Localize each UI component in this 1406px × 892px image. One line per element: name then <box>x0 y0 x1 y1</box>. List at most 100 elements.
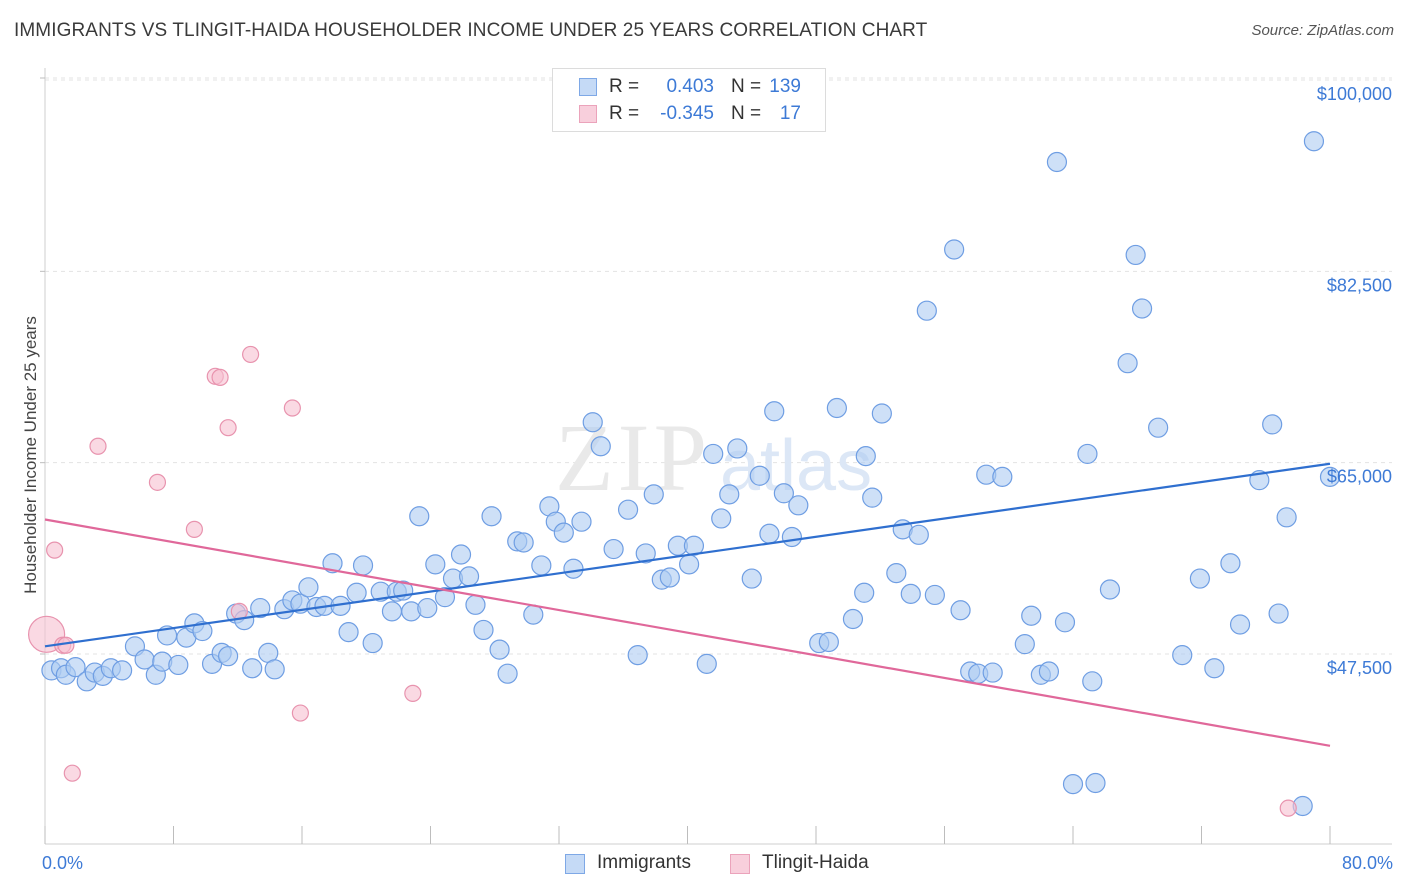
data-point-immigrants <box>1082 671 1103 692</box>
data-point-tlingit-haida <box>242 345 260 364</box>
data-point-immigrants <box>1085 772 1106 794</box>
data-point-immigrants <box>900 583 921 604</box>
data-point-immigrants <box>1099 579 1121 600</box>
data-point-immigrants <box>749 465 770 486</box>
legend-row-immigrants: R = 0.403 N = 139 <box>553 73 825 101</box>
data-point-immigrants <box>788 495 809 516</box>
data-point-immigrants <box>264 659 285 680</box>
data-point-immigrants <box>1148 417 1169 438</box>
data-point-immigrants <box>65 657 86 678</box>
data-point-immigrants <box>862 487 883 508</box>
legend-swatch-blue <box>579 78 597 96</box>
data-point-immigrants <box>1276 507 1297 528</box>
legend-r-value: 0.403 <box>666 76 714 97</box>
data-point-immigrants <box>855 446 876 467</box>
data-point-immigrants <box>497 663 518 684</box>
data-point-immigrants <box>711 508 732 529</box>
correlation-legend: R = 0.403 N = 139 R = -0.345 N = 17 <box>552 68 826 132</box>
legend-r-value: -0.345 <box>660 103 714 124</box>
data-point-immigrants <box>1014 634 1035 655</box>
legend-n-value: 139 <box>769 76 801 97</box>
series-tlingit-haida <box>28 345 1297 817</box>
x-tick-label: 80.0% <box>1342 853 1393 873</box>
grid-lines <box>45 77 1392 655</box>
data-point-tlingit-haida <box>219 419 237 437</box>
data-point-immigrants <box>1117 353 1138 374</box>
legend-r-label: R = <box>609 103 640 124</box>
data-point-immigrants <box>944 239 965 260</box>
data-point-immigrants <box>425 554 446 575</box>
data-point-tlingit-haida <box>185 520 203 538</box>
y-tick-label: $82,500 <box>1327 275 1392 295</box>
data-point-immigrants <box>352 555 374 576</box>
data-point-immigrants <box>842 608 864 630</box>
data-point-immigrants <box>409 506 430 527</box>
data-point-immigrants <box>523 604 544 625</box>
data-point-immigrants <box>218 646 239 667</box>
data-point-immigrants <box>1125 244 1146 266</box>
data-point-immigrants <box>764 401 785 422</box>
data-point-immigrants <box>719 484 740 505</box>
data-point-immigrants <box>1172 644 1193 666</box>
source-label: Source: ZipAtlas.com <box>1251 22 1394 39</box>
legend-n-value: 17 <box>779 103 801 124</box>
data-point-immigrants <box>1319 466 1341 487</box>
data-point-immigrants <box>582 412 603 433</box>
trend-line-tlingit-haida <box>44 518 1331 747</box>
data-point-tlingit-haida <box>46 541 64 559</box>
y-tick-label: $65,000 <box>1327 467 1392 487</box>
data-point-immigrants <box>1303 131 1325 152</box>
data-point-tlingit-haida <box>89 437 107 455</box>
data-point-immigrants <box>473 619 494 641</box>
data-point-immigrants <box>635 543 656 564</box>
data-point-immigrants <box>590 436 611 457</box>
data-point-immigrants <box>450 544 472 565</box>
data-point-immigrants <box>192 620 213 642</box>
data-point-immigrants <box>1189 568 1210 589</box>
data-point-immigrants <box>703 443 724 465</box>
data-point-immigrants <box>465 594 486 615</box>
y-axis-label: Householder Income Under 25 years <box>21 316 40 594</box>
data-point-immigrants <box>1077 443 1098 465</box>
data-point-immigrants <box>1038 661 1060 682</box>
data-point-immigrants <box>683 535 705 556</box>
data-point-immigrants <box>679 554 700 575</box>
y-tick-label: $47,500 <box>1327 658 1392 678</box>
legend-n-label: N = <box>731 103 762 124</box>
data-point-immigrants <box>481 506 502 527</box>
watermark-zip: ZIP <box>555 404 711 511</box>
axes <box>40 68 1392 845</box>
x-tick-label: 0.0% <box>42 853 83 873</box>
data-point-tlingit-haida <box>211 368 229 386</box>
data-point-immigrants <box>1220 553 1241 574</box>
data-point-immigrants <box>1229 614 1251 635</box>
data-point-immigrants <box>417 597 438 619</box>
data-point-immigrants <box>818 631 839 653</box>
data-point-immigrants <box>1046 151 1068 173</box>
bottom-legend-label: Immigrants <box>597 852 691 873</box>
trend-line-immigrants <box>44 462 1331 648</box>
data-point-immigrants <box>381 601 403 622</box>
data-point-immigrants <box>458 566 480 587</box>
data-point-immigrants <box>992 466 1013 487</box>
legend-n-label: N = <box>731 76 762 97</box>
data-point-immigrants <box>727 438 748 459</box>
data-point-immigrants <box>1268 603 1289 624</box>
data-point-tlingit-haida <box>291 704 309 722</box>
data-point-immigrants <box>1054 612 1076 633</box>
data-point-immigrants <box>1062 774 1084 795</box>
data-point-immigrants <box>871 403 892 424</box>
bottom-legend-swatch-blue <box>565 854 585 874</box>
data-point-immigrants <box>617 499 639 520</box>
legend-swatch-pink <box>579 105 597 123</box>
data-point-immigrants <box>854 582 875 603</box>
legend-r-label: R = <box>609 76 640 97</box>
data-point-immigrants <box>696 653 717 674</box>
data-point-immigrants <box>759 523 780 544</box>
data-point-immigrants <box>982 662 1003 683</box>
data-point-immigrants <box>531 555 552 576</box>
data-point-immigrants <box>322 553 343 574</box>
data-point-immigrants <box>627 644 648 666</box>
data-point-immigrants <box>111 660 133 681</box>
